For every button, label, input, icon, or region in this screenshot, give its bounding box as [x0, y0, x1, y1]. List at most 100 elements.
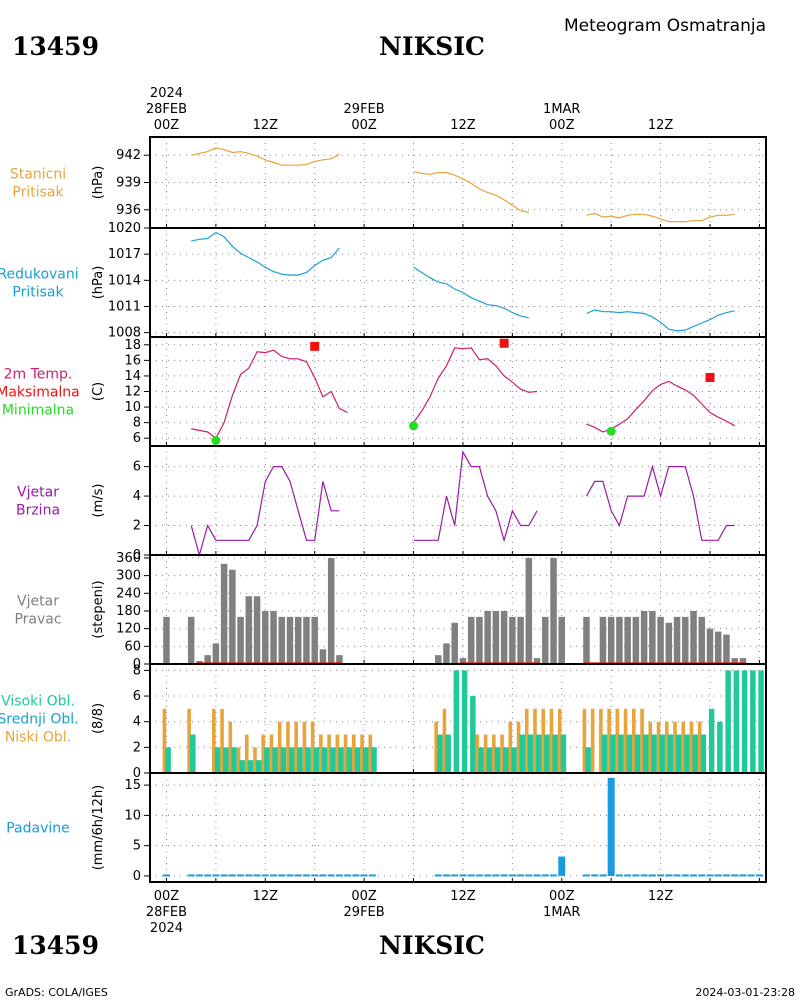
precip-trace [657, 874, 665, 877]
wind-dir-bar [467, 616, 475, 664]
precip-trace [591, 874, 599, 877]
y-tick-label: 18 [124, 338, 141, 353]
cloud-bar [585, 747, 591, 773]
panel-title-line: Stanicni [10, 167, 66, 183]
min-temp-marker [211, 436, 221, 446]
y-tick-label: 300 [116, 569, 141, 584]
panel-precip: 0 5 10 15 (mm/6h/12h) Padavine [6, 772, 767, 884]
y-axis-label: (C) [91, 382, 106, 401]
panel-title-line: Pritisak [12, 285, 64, 301]
cloud-bar [733, 670, 740, 773]
cloud-bar [607, 708, 611, 773]
cloud-bar [758, 670, 764, 773]
cloud-bar [601, 734, 608, 773]
cloud-bar [363, 747, 369, 773]
cloud-bar [623, 708, 628, 773]
cloud-bar [453, 670, 460, 773]
precip-trace [245, 874, 253, 877]
cloud-bar [533, 708, 537, 773]
wind-dir-bar [303, 616, 310, 664]
cloud-bar [590, 708, 595, 773]
precip-trace [731, 874, 739, 877]
wind-dir-bar [294, 616, 302, 664]
y-tick-label: 14 [124, 369, 141, 384]
precip-trace [541, 874, 549, 877]
cloud-bar [700, 734, 707, 773]
precip-trace [253, 874, 261, 877]
y-tick-label: 60 [124, 639, 141, 654]
time-label-top: 00Z [549, 118, 575, 133]
station-name-top: NIKSIC [379, 32, 485, 61]
precip-trace [599, 874, 607, 877]
cloud-bar [519, 734, 525, 773]
cloud-bar [280, 747, 287, 773]
y-tick-label: 12 [124, 385, 141, 400]
wind-dir-bar [278, 616, 286, 664]
precip-trace [681, 874, 689, 877]
cloud-bar [494, 747, 501, 773]
precip-trace [525, 874, 533, 877]
min-temp-marker [606, 426, 616, 436]
y-tick-label: 6 [133, 431, 141, 446]
time-label-bottom: 00Z [154, 889, 180, 904]
precip-trace [220, 874, 228, 877]
wind-dir-bar [583, 616, 590, 664]
cloud-bar [264, 747, 270, 773]
cloud-bar [475, 734, 480, 773]
cloud-bar [717, 721, 723, 773]
cloud-bar [187, 708, 191, 773]
y-tick-label: 4 [133, 715, 141, 730]
wind-dir-bar [336, 655, 343, 664]
precip-trace [582, 874, 590, 877]
wind-dir-bar [459, 658, 467, 664]
panel-title-line: Padavine [6, 821, 70, 837]
time-label-bottom: 29FEB [344, 905, 385, 920]
wind-dir-bar [550, 557, 557, 664]
cloud-bar [461, 670, 468, 773]
series-line [585, 464, 735, 541]
cloud-bar [236, 747, 241, 773]
cloud-bar [335, 734, 340, 773]
y-tick-label: 0 [133, 548, 141, 563]
panels: 936939942(hPa)StanicniPritisak1008101110… [0, 136, 767, 884]
precip-trace [335, 874, 343, 877]
precip-trace [459, 874, 467, 877]
wind-dir-bar [607, 616, 615, 664]
series-line [190, 466, 340, 558]
footer-grads: GrADS: COLA/IGES [5, 986, 108, 999]
precip-trace [442, 874, 450, 877]
wind-dir-bar [484, 610, 491, 664]
series-line [191, 147, 340, 166]
cloud-bar [244, 734, 249, 773]
y-tick-label: 4 [133, 489, 141, 504]
precip-trace [344, 874, 352, 877]
wind-dir-bar [286, 616, 294, 664]
cloud-bar [288, 747, 295, 773]
cloud-bar [541, 708, 546, 773]
cloud-bar [286, 721, 290, 773]
wind-dir-bar [698, 616, 706, 664]
cloud-bar [626, 734, 633, 773]
precip-trace [319, 874, 327, 877]
station-name-bottom: NIKSIC [379, 931, 485, 960]
y-axis-label: (hPa) [91, 166, 106, 200]
wind-dir-bar [525, 557, 533, 664]
y-tick-label: 0 [133, 657, 141, 672]
precip-trace [517, 874, 525, 877]
wind-dir-bar [212, 643, 220, 664]
y-axis-label: (8/8) [91, 703, 106, 734]
cloud-bar [305, 747, 311, 773]
precip-trace [640, 874, 648, 877]
y-tick-label: 10 [124, 400, 141, 415]
cloud-bar [319, 734, 323, 773]
precip-trace [690, 874, 698, 877]
cloud-bar [516, 721, 521, 773]
wind-dir-bar [509, 616, 516, 664]
time-label-top: 1MAR [543, 102, 580, 117]
precip-trace [739, 874, 747, 877]
precip-trace [706, 874, 714, 877]
cloud-bar [434, 721, 438, 773]
precip-trace [327, 874, 335, 877]
cloud-bar [524, 708, 529, 773]
